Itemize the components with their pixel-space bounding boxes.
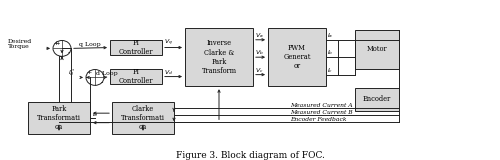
- Bar: [110, 40, 162, 55]
- Text: $V_a$: $V_a$: [255, 31, 264, 40]
- Bar: [112, 102, 174, 134]
- Circle shape: [53, 40, 71, 56]
- Text: PI
Controller: PI Controller: [119, 39, 153, 56]
- Text: $V_b$: $V_b$: [255, 48, 264, 57]
- Text: Park
Transformati
on: Park Transformati on: [37, 105, 81, 131]
- Text: Encoder Feedback: Encoder Feedback: [290, 117, 346, 122]
- Text: -: -: [101, 79, 103, 87]
- Text: $I_a$: $I_a$: [327, 31, 333, 40]
- Text: $I_c$: $I_c$: [327, 66, 333, 75]
- Text: PI
Controller: PI Controller: [119, 68, 153, 85]
- Text: +: +: [86, 70, 92, 75]
- Bar: [355, 88, 399, 111]
- Bar: [28, 102, 90, 134]
- Text: +: +: [54, 41, 59, 46]
- Text: Measured Current B: Measured Current B: [290, 110, 352, 115]
- Text: Encoder: Encoder: [363, 95, 391, 103]
- Text: Figure 3. Block diagram of FOC.: Figure 3. Block diagram of FOC.: [176, 151, 324, 160]
- Bar: [355, 30, 399, 69]
- Text: Clarke
Transformati
on: Clarke Transformati on: [121, 105, 165, 131]
- Bar: [268, 28, 326, 86]
- Text: Desired
Torque: Desired Torque: [8, 39, 32, 49]
- Text: d Loop: d Loop: [96, 71, 118, 76]
- Text: -: -: [68, 50, 70, 58]
- Text: $I_d$: $I_d$: [92, 110, 98, 119]
- Text: $V_q$: $V_q$: [164, 38, 173, 48]
- Circle shape: [86, 69, 104, 85]
- Text: q Loop: q Loop: [79, 42, 101, 47]
- Text: $V_c$: $V_c$: [255, 66, 264, 75]
- Bar: [110, 69, 162, 84]
- Text: Inverse
Clarke &
Park
Transform: Inverse Clarke & Park Transform: [202, 39, 236, 75]
- Text: $I_b$: $I_b$: [327, 48, 334, 57]
- Text: $I_d^*$: $I_d^*$: [68, 68, 75, 78]
- Text: +: +: [56, 41, 60, 47]
- Text: Motor: Motor: [366, 45, 388, 53]
- Text: $V_d$: $V_d$: [164, 68, 173, 77]
- Text: Measured Current A: Measured Current A: [290, 103, 352, 108]
- Text: PWM
Generat
or: PWM Generat or: [283, 44, 311, 70]
- Bar: [185, 28, 253, 86]
